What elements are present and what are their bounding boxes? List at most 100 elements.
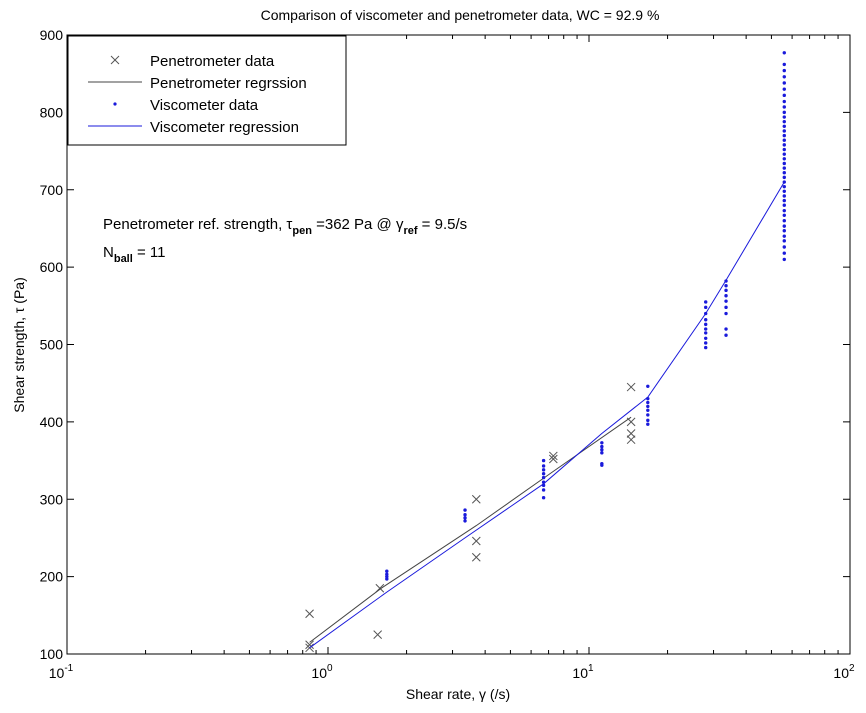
data-point-x bbox=[626, 435, 636, 445]
y-tick-label: 900 bbox=[40, 27, 64, 43]
data-point-dot bbox=[782, 203, 786, 207]
data-point-dot bbox=[782, 219, 786, 223]
data-point-dot bbox=[704, 318, 708, 322]
data-point-dot bbox=[782, 119, 786, 124]
data-point-dot bbox=[541, 475, 546, 480]
legend-label: Viscometer data bbox=[150, 97, 259, 114]
data-point-dot bbox=[782, 161, 786, 166]
series-line bbox=[309, 181, 785, 649]
data-point-x bbox=[471, 494, 481, 504]
data-point-dot bbox=[646, 400, 650, 405]
series-layer bbox=[305, 51, 786, 653]
data-point-dot bbox=[782, 239, 786, 243]
data-point-dot bbox=[782, 194, 786, 198]
data-point-dot bbox=[782, 208, 786, 213]
legend-entry-viscometer-data: Viscometer data bbox=[113, 97, 259, 114]
data-point-dot bbox=[782, 251, 786, 255]
x-tick-label: 10-1 bbox=[49, 663, 74, 681]
data-point-dot bbox=[782, 62, 786, 67]
data-point-x bbox=[548, 454, 558, 464]
data-point-dot bbox=[782, 87, 786, 91]
data-point-dot bbox=[600, 441, 604, 445]
x-tick-labels: 10-1 100 101 102 bbox=[49, 663, 855, 681]
data-point-dot bbox=[782, 143, 786, 147]
data-point-dot bbox=[782, 234, 786, 238]
data-point-dot bbox=[704, 341, 708, 345]
y-tick-label: 800 bbox=[40, 104, 64, 120]
data-point-dot bbox=[782, 257, 786, 262]
data-point-dot bbox=[782, 147, 786, 152]
data-point-dot bbox=[463, 513, 467, 517]
annotation-n-ball: Nball = 11 bbox=[103, 244, 165, 265]
data-point-dot bbox=[463, 519, 467, 523]
data-point-dot bbox=[724, 299, 728, 303]
data-point-dot bbox=[385, 569, 389, 573]
data-point-dot bbox=[782, 93, 786, 98]
y-tick-label: 300 bbox=[40, 491, 64, 507]
data-point-dot bbox=[782, 51, 786, 55]
data-point-x bbox=[373, 630, 383, 640]
data-point-x bbox=[548, 451, 558, 461]
data-point-x bbox=[305, 640, 314, 650]
legend-label: Penetrometer regrssion bbox=[150, 75, 307, 92]
y-tick-label: 100 bbox=[40, 646, 64, 662]
data-point-dot bbox=[782, 81, 786, 85]
data-point-dot bbox=[782, 124, 786, 129]
data-point-x bbox=[626, 382, 636, 392]
data-point-dot bbox=[463, 516, 467, 520]
legend-marker-x bbox=[110, 55, 120, 65]
data-point-dot bbox=[646, 384, 650, 388]
data-point-dot bbox=[463, 508, 467, 512]
data-point-dot bbox=[782, 229, 786, 233]
legend-box bbox=[67, 35, 347, 146]
data-point-x bbox=[626, 429, 636, 438]
data-point-dot bbox=[704, 331, 708, 335]
data-point-dot bbox=[782, 152, 786, 156]
y-tick-label: 600 bbox=[40, 259, 64, 275]
data-point-dot bbox=[600, 451, 604, 455]
series-2 bbox=[385, 51, 786, 581]
data-point-dot bbox=[646, 408, 650, 412]
data-point-dot bbox=[782, 198, 786, 203]
data-point-dot bbox=[782, 175, 786, 180]
data-point-dot bbox=[724, 333, 728, 337]
legend-entry-penetrometer-regression: Penetrometer regrssion bbox=[88, 75, 307, 92]
data-point-dot bbox=[724, 283, 728, 288]
x-tick-label: 100 bbox=[311, 663, 333, 681]
y-tick-label: 400 bbox=[40, 414, 64, 430]
data-point-x bbox=[305, 643, 314, 653]
data-point-dot bbox=[782, 99, 786, 104]
data-point-dot bbox=[724, 305, 728, 310]
data-point-dot bbox=[782, 213, 786, 217]
data-point-dot bbox=[704, 305, 708, 310]
data-point-dot bbox=[782, 68, 786, 73]
data-point-dot bbox=[646, 413, 650, 417]
data-point-dot bbox=[724, 311, 728, 316]
legend: Penetrometer data Penetrometer regrssion… bbox=[67, 35, 347, 146]
series-3 bbox=[309, 181, 785, 649]
data-point-dot bbox=[782, 129, 786, 133]
y-axis-label: Shear strength, τ (Pa) bbox=[11, 277, 27, 412]
data-point-dot bbox=[704, 300, 708, 304]
y-tick-labels: 100 200 300 400 500 600 700 800 900 bbox=[40, 27, 64, 662]
data-point-dot bbox=[704, 345, 708, 350]
data-point-dot bbox=[782, 110, 786, 115]
data-point-dot bbox=[646, 404, 650, 409]
data-point-x bbox=[471, 552, 481, 562]
x-tick-label: 102 bbox=[833, 663, 855, 681]
data-point-x bbox=[305, 609, 314, 619]
data-point-dot bbox=[782, 171, 786, 175]
y-tick-label: 500 bbox=[40, 337, 64, 353]
chart-title: Comparison of viscometer and penetromete… bbox=[261, 7, 660, 23]
data-point-dot bbox=[782, 166, 786, 170]
data-point-dot bbox=[782, 75, 786, 79]
data-point-dot bbox=[646, 422, 650, 426]
x-axis-label: Shear rate, γ (/s) bbox=[406, 686, 510, 702]
y-tick-label: 200 bbox=[40, 569, 64, 585]
data-point-dot bbox=[782, 105, 786, 109]
data-point-dot bbox=[600, 461, 604, 466]
data-point-dot bbox=[541, 488, 546, 492]
data-point-dot bbox=[782, 189, 786, 193]
annotation-reference-strength: Penetrometer ref. strength, τpen =362 Pa… bbox=[103, 216, 467, 237]
